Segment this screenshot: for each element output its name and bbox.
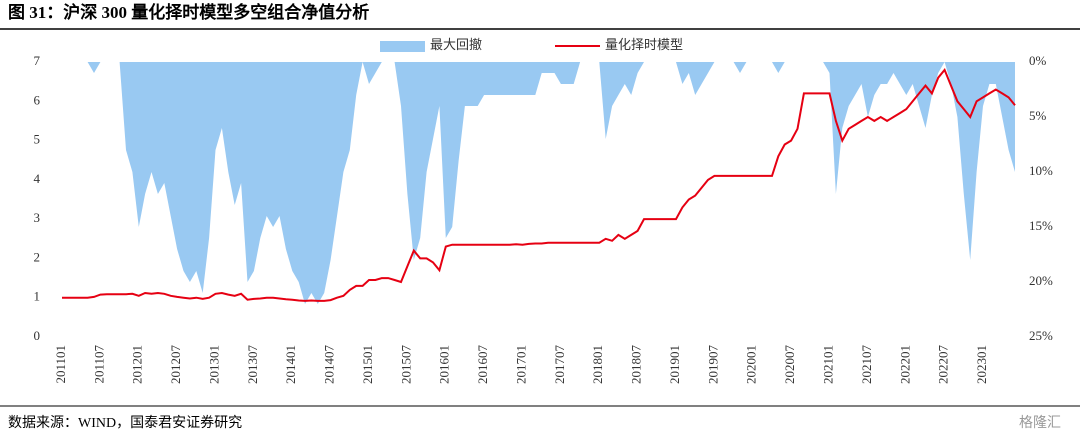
y-tick-label: 1 [34,289,41,304]
x-tick-label: 202101 [821,345,836,384]
drawdown-area [62,62,1015,304]
x-tick-label: 201201 [130,345,145,384]
x-tick-label: 202301 [974,345,989,384]
y-tick-label: 6 [34,92,41,107]
x-tick-label: 201407 [322,345,337,385]
y-tick-label: 3 [34,210,41,225]
x-tick-label: 201807 [629,345,644,385]
x-tick-label: 202207 [936,345,951,385]
y-tick-label: 5 [34,132,41,147]
y2-tick-label: 0% [1029,53,1047,68]
y2-tick-label: 10% [1029,163,1053,178]
y2-tick-label: 20% [1029,273,1053,288]
x-tick-label: 201801 [590,345,605,384]
x-tick-label: 202201 [897,345,912,384]
x-tick-label: 202107 [859,345,874,385]
chart-title: 图 31：沪深 300 量化择时模型多空组合净值分析 [8,2,369,22]
source: 数据来源：WIND，国泰君安证券研究 [8,415,242,431]
y-tick-label: 7 [34,53,41,68]
x-tick-label: 202001 [744,345,759,384]
x-tick-label: 201907 [705,345,720,385]
x-tick-label: 201307 [245,345,260,385]
y-tick-label: 4 [34,171,41,186]
legend-swatch [380,41,425,52]
x-tick-label: 201501 [360,345,375,384]
x-tick-label: 201901 [667,345,682,384]
x-tick-label: 201701 [513,345,528,384]
x-tick-label: 202007 [782,345,797,385]
watermark: 格隆汇 [1019,415,1061,431]
legend-label: 量化择时模型 [605,37,683,52]
x-tick-label: 201707 [552,345,567,385]
x-tick-label: 201207 [168,345,183,385]
line [62,67,1016,302]
y2-tick-label: 15% [1029,218,1053,233]
x-tick-label: 201401 [283,345,298,384]
legend-label: 最大回撤 [430,37,482,52]
x-tick-label: 201607 [475,345,490,385]
x-tick-label: 201107 [91,345,106,384]
x-tick-label: 201101 [53,345,68,384]
x-tick-label: 201601 [437,345,452,384]
y2-tick-label: 25% [1029,328,1053,343]
x-tick-label: 201507 [398,345,413,385]
x-tick-label: 201301 [206,345,221,384]
y-tick-label: 2 [34,249,41,264]
y-tick-label: 0 [34,328,41,343]
y2-tick-label: 5% [1029,108,1047,123]
